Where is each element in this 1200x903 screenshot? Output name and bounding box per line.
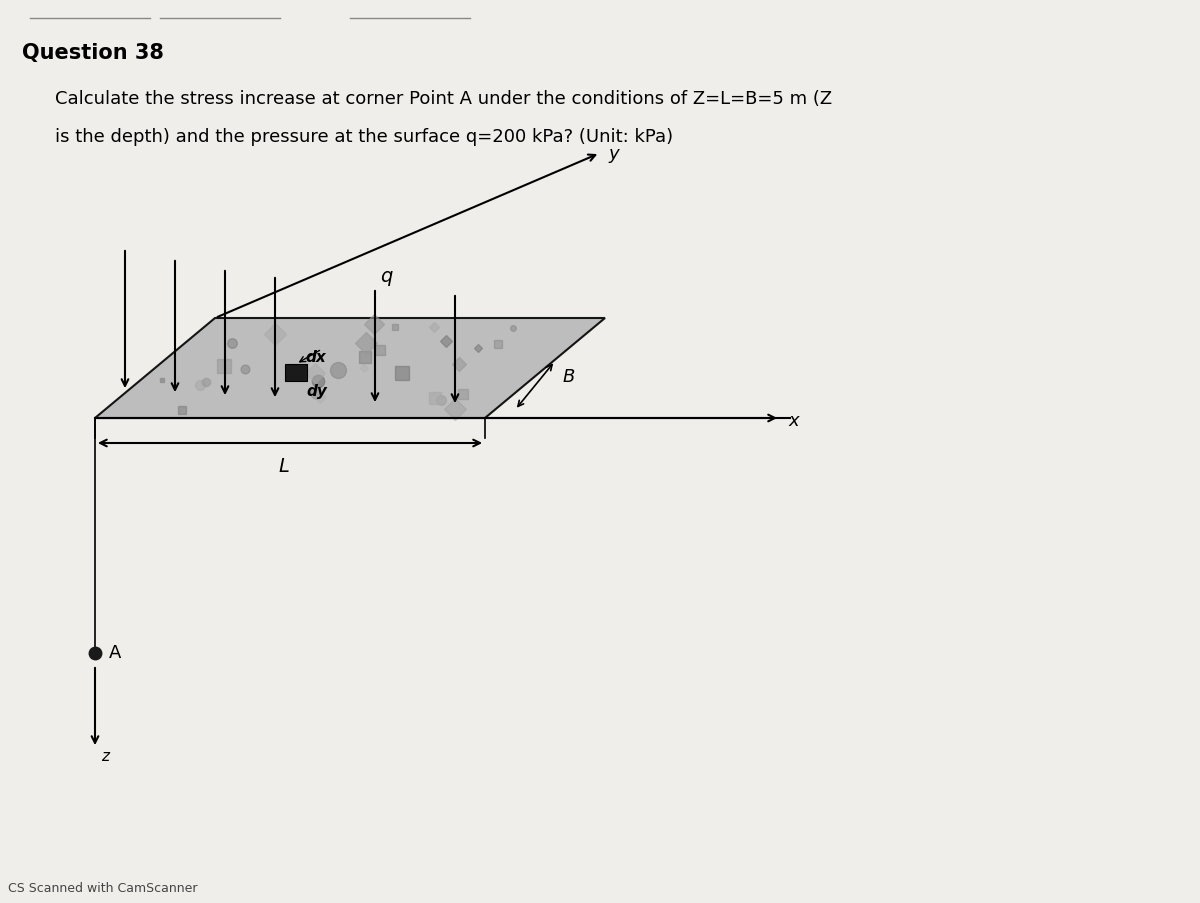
Text: CS Scanned with CamScanner: CS Scanned with CamScanner [8, 881, 198, 894]
Text: Question 38: Question 38 [22, 43, 164, 63]
Text: x: x [788, 412, 799, 430]
Text: z: z [101, 749, 109, 763]
Text: is the depth) and the pressure at the surface q=200 kPa? (Unit: kPa): is the depth) and the pressure at the su… [55, 128, 673, 146]
Text: q: q [380, 266, 392, 285]
Text: L: L [278, 457, 289, 476]
Text: Calculate the stress increase at corner Point A under the conditions of Z=L=B=5 : Calculate the stress increase at corner … [55, 90, 832, 107]
Text: A: A [109, 643, 121, 661]
Text: dx: dx [305, 349, 325, 365]
Polygon shape [286, 365, 307, 382]
Text: dy: dy [306, 384, 326, 398]
Polygon shape [95, 319, 605, 418]
Text: B: B [563, 368, 575, 386]
Text: y: y [608, 144, 619, 163]
